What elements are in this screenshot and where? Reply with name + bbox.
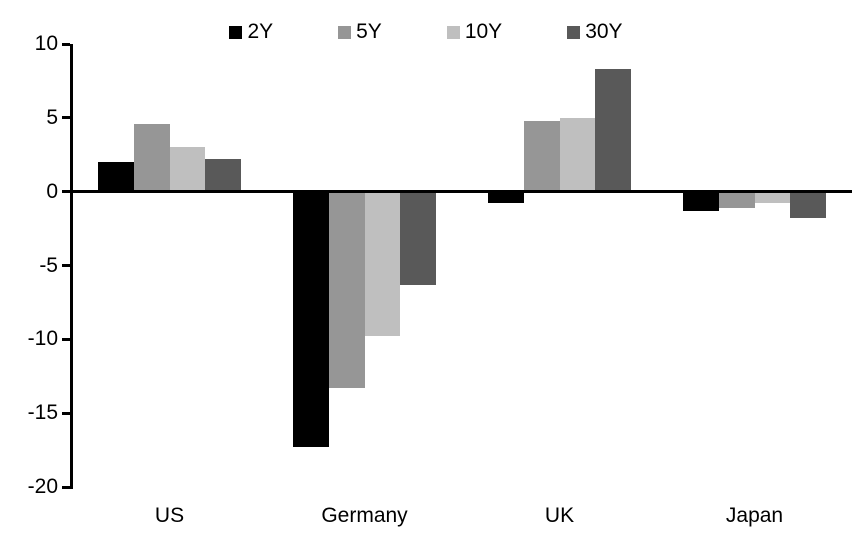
- y-axis-tick-label: -20: [27, 475, 58, 498]
- legend-swatch-icon: [446, 25, 460, 39]
- bar-uk-5y: [523, 120, 560, 192]
- x-axis-category-label: Germany: [321, 504, 408, 527]
- legend-label: 30Y: [585, 20, 623, 43]
- bar-us-30y: [205, 159, 241, 192]
- y-axis-tick-label: -5: [39, 253, 58, 277]
- y-axis-tick-label: -10: [27, 327, 58, 351]
- bar-japan-2y: [683, 191, 719, 211]
- y-axis-tick: [62, 116, 70, 120]
- legend-label: 10Y: [464, 20, 503, 43]
- legend-swatch-icon: [229, 25, 243, 39]
- y-axis-tick: [62, 411, 70, 415]
- zero-axis-line: [70, 190, 852, 194]
- bar-uk-30y: [595, 69, 631, 192]
- bar-us-10y: [169, 147, 206, 192]
- y-axis-tick-label: 5: [46, 105, 58, 129]
- legend-label: 2Y: [247, 20, 274, 43]
- y-axis-tick: [62, 485, 70, 489]
- bar-uk-10y: [559, 117, 596, 192]
- bar-japan-30y: [790, 191, 826, 219]
- legend-swatch-icon: [567, 25, 581, 39]
- x-axis-category-label: Japan: [725, 504, 784, 527]
- bar-germany-10y: [364, 191, 401, 337]
- bar-germany-30y: [400, 191, 436, 285]
- legend-item-5y: 5Y: [338, 19, 382, 45]
- y-axis-tick: [62, 190, 70, 194]
- x-axis-category-label: UK: [544, 504, 575, 527]
- bar-japan-10y: [754, 191, 791, 204]
- legend-item-30y: 30Y: [567, 19, 623, 45]
- x-axis-category-label: US: [154, 504, 185, 527]
- y-axis-tick: [62, 264, 70, 267]
- legend-label: 5Y: [356, 20, 382, 43]
- bar-us-2y: [98, 162, 134, 192]
- legend: 2Y 5Y 10Y 30Y: [0, 19, 852, 45]
- legend-swatch-icon: [338, 25, 352, 39]
- y-axis-tick-label: 0: [46, 179, 58, 203]
- y-axis-line: [70, 44, 73, 489]
- bar-germany-2y: [293, 191, 329, 448]
- bar-germany-5y: [328, 191, 365, 389]
- y-axis-tick-label: -15: [27, 401, 58, 425]
- legend-item-10y: 10Y: [446, 19, 503, 45]
- y-axis-tick: [62, 42, 70, 46]
- y-axis-tick-label: 10: [34, 32, 58, 55]
- bar-uk-2y: [488, 191, 524, 204]
- legend-item-2y: 2Y: [229, 19, 273, 45]
- bar-us-5y: [133, 123, 170, 192]
- y-axis-tick: [62, 337, 70, 341]
- bar-japan-5y: [718, 191, 755, 208]
